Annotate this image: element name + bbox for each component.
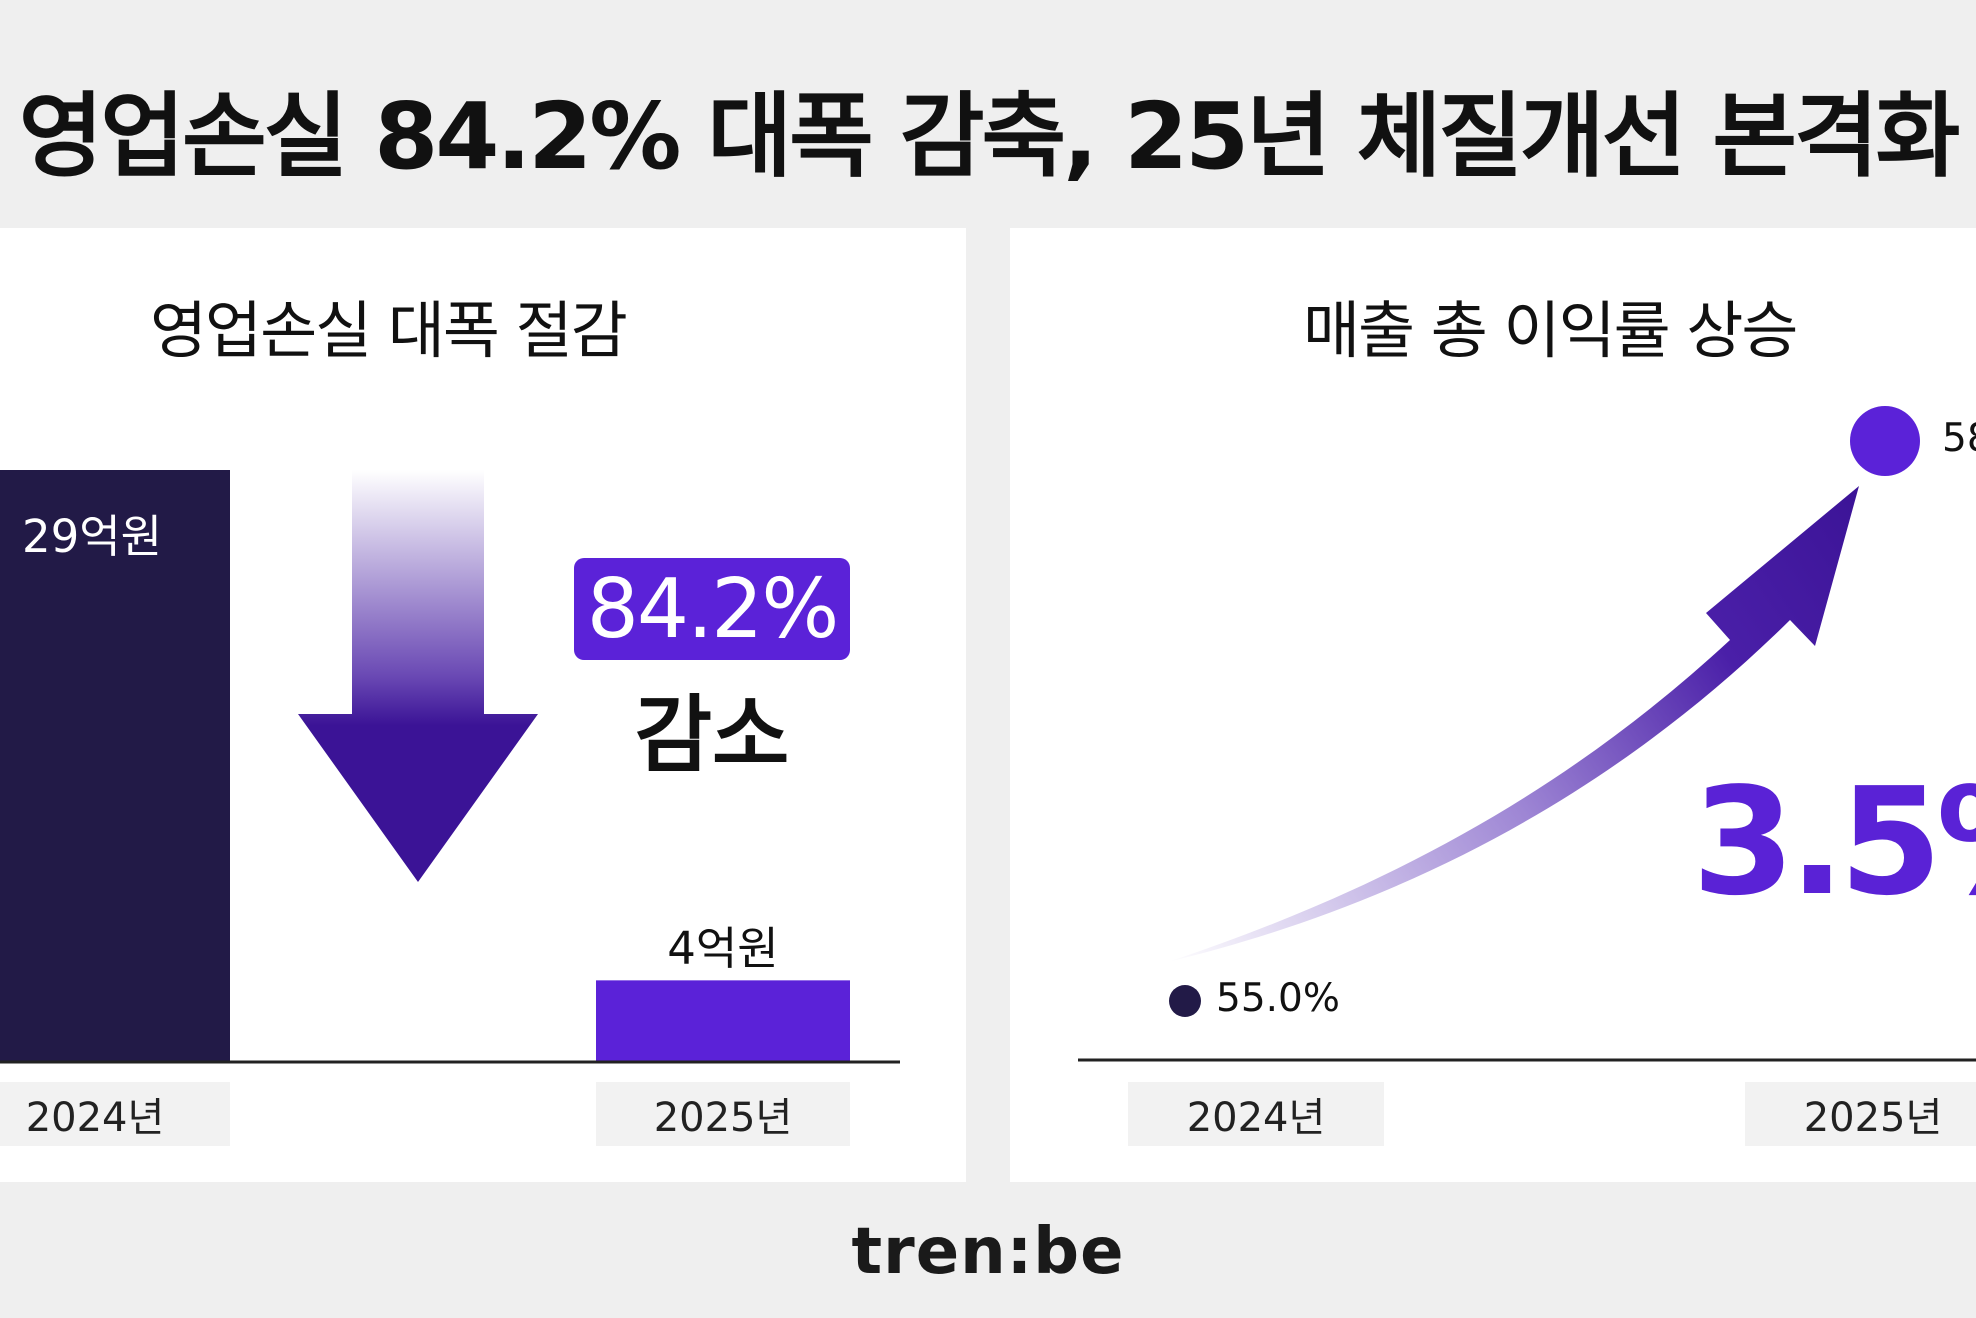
data-point-2025 [1850,406,1920,476]
down-arrow-icon [298,470,538,882]
data-point-2024 [1169,985,1201,1017]
bar-value-label-2024: 29억원 [22,510,163,563]
x-tick-label-2025: 2025년 [596,1082,850,1146]
decrease-percent-badge: 84.2% [574,558,850,660]
operating-loss-panel: 영업손실 대폭 절감 29억원 4억원 84.2% 감소 2024년 2025년 [0,228,966,1182]
bar-value-label-2025: 4억원 [667,922,779,976]
decrease-label: 감소 [634,686,790,784]
trenbe-logo: tren:be [851,1215,1125,1289]
x-tick-label-2024: 2024년 [0,1082,230,1146]
data-label-2024: 55.0% [1216,976,1340,1021]
x-tick-label-2024: 2024년 [1128,1082,1384,1146]
gross-margin-panel: 매출 총 이익률 상승 55.0% 58 3.5% 2024년 2025년 [1010,228,1976,1182]
gross-margin-chart [1078,406,1976,1062]
operating-loss-title: 영업손실 대폭 절감 [150,294,628,367]
bar-2025 [596,980,850,1062]
data-label-2025: 58 [1942,416,1976,461]
operating-loss-chart [0,470,900,1064]
page-headline: 영업손실 84.2% 대폭 감축, 25년 체질개선 본격화 [18,83,1961,190]
margin-increase-label: 3.5% [1692,756,1976,928]
x-tick-label-2025: 2025년 [1745,1082,1976,1146]
bar-2024 [0,470,230,1062]
gross-margin-title: 매출 총 이익률 상승 [1303,294,1798,367]
